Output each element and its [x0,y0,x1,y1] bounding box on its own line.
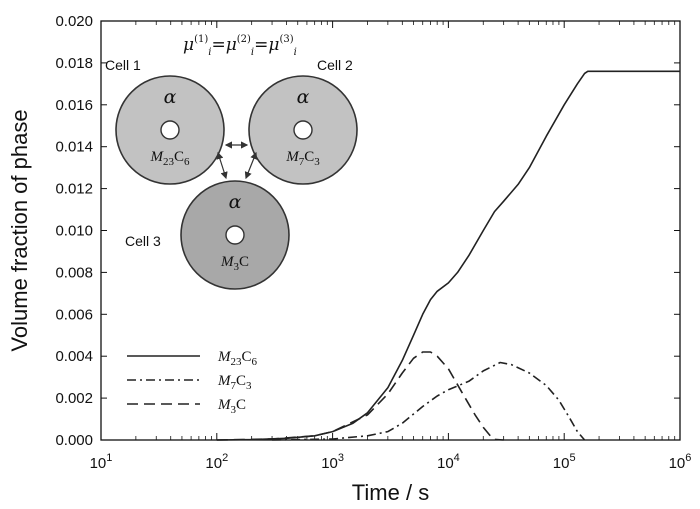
equation: μ(1)i=μ(2)i=μ(3)i [183,34,297,58]
series-lines [216,70,680,441]
y-tick-label: 0.018 [55,55,93,72]
arrow-cell2-cell3 [244,151,258,180]
series-line-m23c6 [216,70,680,441]
y-axis-title: Volume fraction of phase [7,109,32,351]
x-tick-label: 104 [437,452,460,472]
y-tick-label: 0.002 [55,390,93,407]
y-tick-label: 0.020 [55,13,93,30]
cell-2-phase: M7C3 [285,149,320,168]
cell-3-precipitate [225,225,245,245]
x-tick-label: 102 [205,452,228,472]
x-tick-label: 101 [90,452,113,472]
cell-1-precipitate [160,120,180,140]
cell-2-label: Cell 2 [317,57,353,73]
legend-label-m7c3: M7C3 [217,373,252,392]
cell-2-matrix: α [297,86,310,108]
y-tick-label: 0.012 [55,181,93,198]
cell-1-phase: M23C6 [149,149,190,168]
cell-3-matrix: α [229,191,242,213]
cell-1-label: Cell 1 [105,57,141,73]
y-tick-label: 0.006 [55,306,93,323]
y-tick-label: 0.010 [55,223,93,240]
legend: M23C6 M7C3 M3C [127,349,258,416]
x-tick-label: 105 [553,452,576,472]
cell-3-phase: M3C [220,254,249,273]
inset-diagram: μ(1)i=μ(2)i=μ(3)i α M23C6 Cell 1 α M7C3 Cell 2… [105,34,358,290]
y-tick-label: 0.000 [55,432,93,449]
series-line-m7c3 [272,361,586,441]
legend-label-m3c: M3C [217,397,246,416]
cell-3-label: Cell 3 [125,233,161,249]
cell-2-precipitate [293,120,313,140]
series-line-m3c [216,351,504,441]
y-tick-label: 0.008 [55,264,93,281]
axes: 0.000 0.002 0.004 0.006 0.008 0.010 0.012 0.014… [55,13,691,472]
y-tick-label: 0.014 [55,139,93,156]
legend-label-m23c6: M23C6 [217,349,258,368]
x-axis-title: Time / s [352,480,429,505]
x-tick-label: 103 [321,452,344,472]
y-tick-label: 0.004 [55,348,93,365]
x-tick-label: 106 [669,452,692,472]
y-tick-label: 0.016 [55,97,93,114]
arrow-cell1-cell3 [216,151,228,180]
cell-1-matrix: α [164,86,177,108]
